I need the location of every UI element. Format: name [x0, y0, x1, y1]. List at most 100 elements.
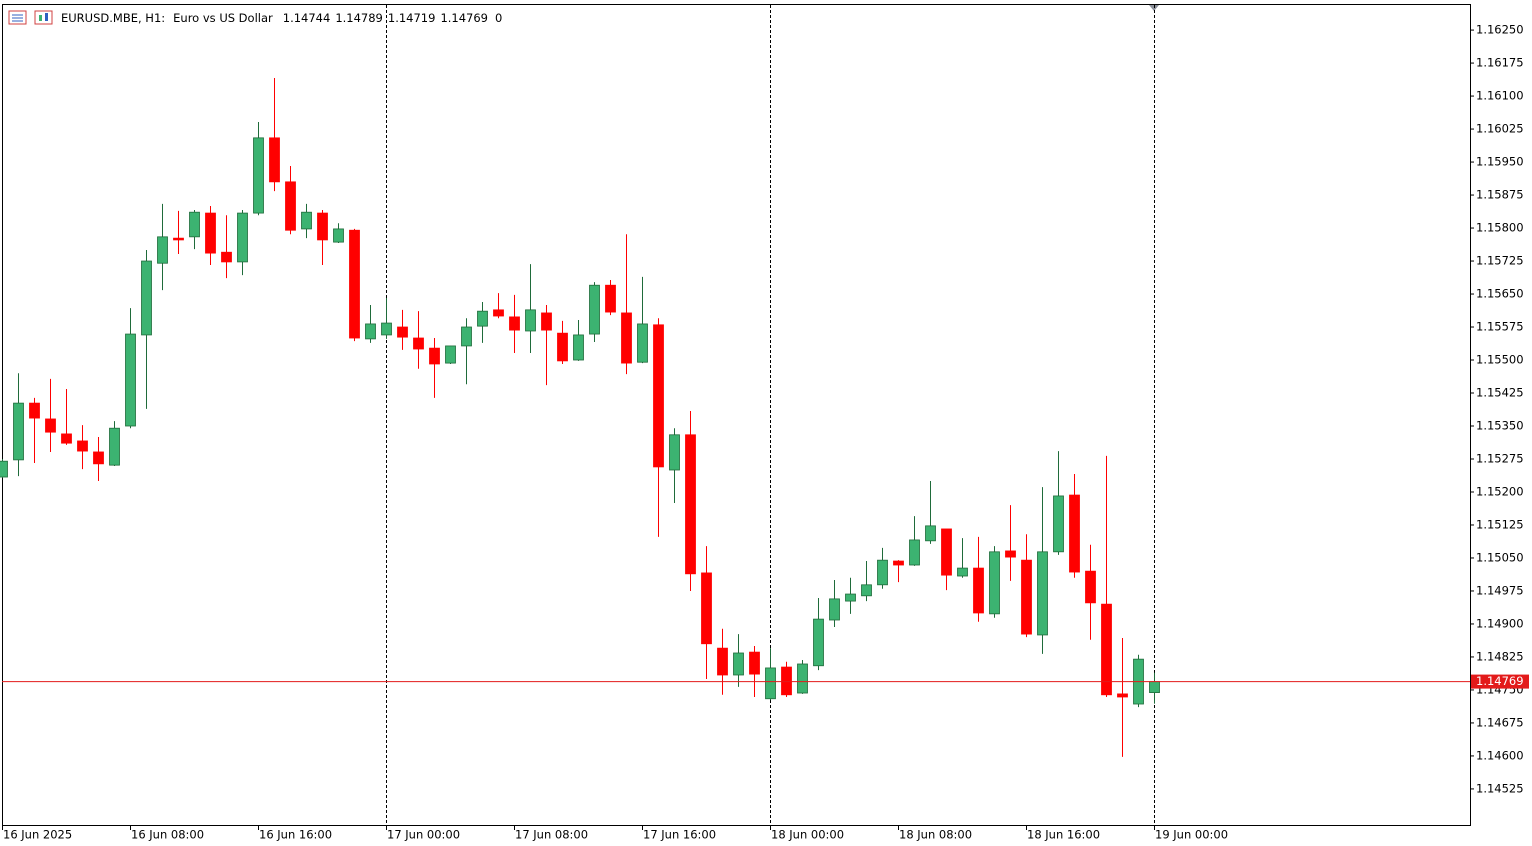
- candle-body-up: [301, 211, 312, 230]
- candle-body-up: [813, 618, 824, 667]
- x-tick-label: 16 Jun 2025: [3, 828, 72, 842]
- y-tick-label: 1.15425: [1476, 386, 1524, 400]
- candle-body-up: [109, 427, 120, 466]
- candle-body-up: [573, 334, 584, 361]
- candle-body-down: [205, 212, 216, 254]
- candle-body-down: [61, 433, 72, 444]
- candle-body-up: [237, 212, 248, 263]
- y-tick-label: 1.15275: [1476, 451, 1524, 465]
- candle-body-up: [1053, 495, 1064, 553]
- candle-body-down: [749, 651, 760, 675]
- candle-body-down: [653, 324, 664, 468]
- chart-header: EURUSD.MBE, H1: Euro vs US Dollar 1.14744 1…: [61, 11, 502, 25]
- candle-body-up: [0, 460, 8, 478]
- y-tick-label: 1.16025: [1476, 122, 1524, 136]
- x-tick-label: 19 Jun 00:00: [1155, 828, 1228, 842]
- candle-body-down: [29, 402, 40, 419]
- candle-body-down: [701, 572, 712, 645]
- candle-body-down: [317, 212, 328, 241]
- candle-body-down: [413, 337, 424, 350]
- candle-body-down: [1069, 494, 1080, 573]
- candle-body-down: [269, 137, 280, 183]
- toolbar-icons[interactable]: [8, 10, 53, 25]
- x-tick-label: 17 Jun 16:00: [643, 828, 716, 842]
- icon-bar: [45, 13, 48, 21]
- candle-body-up: [1037, 551, 1048, 636]
- candle-body-down: [429, 347, 440, 365]
- candle-body-down: [717, 647, 728, 676]
- candle-body-down: [77, 440, 88, 452]
- candle-body-up: [141, 260, 152, 336]
- candle-body-up: [845, 593, 856, 602]
- candle-body-down: [397, 326, 408, 338]
- candle-body-down: [1101, 603, 1112, 696]
- candle-body-down: [1085, 570, 1096, 604]
- icon-chart[interactable]: [34, 10, 53, 25]
- candle-body-down: [1005, 550, 1016, 558]
- price-label: 1.14769: [1476, 674, 1524, 688]
- price-label-box: [1471, 674, 1529, 689]
- candle-body-up: [733, 652, 744, 676]
- candle-body-up: [909, 539, 920, 566]
- candle-body-up: [1149, 681, 1160, 693]
- y-tick-label: 1.15125: [1476, 517, 1524, 531]
- candle-body-down: [605, 284, 616, 313]
- candle-body-up: [189, 211, 200, 238]
- candle-body-down: [973, 567, 984, 614]
- x-tick-label: 18 Jun 16:00: [1027, 828, 1100, 842]
- header-high: 1.14789: [335, 11, 383, 25]
- y-tick-label: 1.15650: [1476, 287, 1524, 301]
- y-tick-label: 1.16250: [1476, 23, 1524, 37]
- candle-body-down: [685, 434, 696, 575]
- y-tick-label: 1.14975: [1476, 583, 1524, 597]
- y-tick-label: 1.15725: [1476, 254, 1524, 268]
- candle-body-up: [589, 284, 600, 335]
- candle-body-down: [941, 528, 952, 576]
- y-tick-label: 1.16100: [1476, 89, 1524, 103]
- candle-body-up: [925, 525, 936, 542]
- candle-body-up: [333, 228, 344, 243]
- candle-body-up: [765, 667, 776, 700]
- candle-body-down: [93, 451, 104, 465]
- candle-body-up: [461, 326, 472, 347]
- y-tick-label: 1.14525: [1476, 781, 1524, 795]
- candle-body-up: [829, 598, 840, 621]
- x-tick-label: 17 Jun 00:00: [387, 828, 460, 842]
- x-tick-label: 16 Jun 16:00: [259, 828, 332, 842]
- description: Euro vs US Dollar: [173, 11, 273, 25]
- header-low: 1.14719: [388, 11, 436, 25]
- candle-body-down: [1021, 559, 1032, 635]
- candle-body-up: [669, 434, 680, 471]
- candle-body-down: [173, 237, 184, 241]
- y-tick-label: 1.15350: [1476, 418, 1524, 432]
- x-tick-label: 17 Jun 08:00: [515, 828, 588, 842]
- candle-body-up: [125, 333, 136, 427]
- y-tick-label: 1.15050: [1476, 550, 1524, 564]
- candle-body-down: [221, 251, 232, 263]
- plot-frame: [2, 4, 1471, 826]
- y-tick-label: 1.15500: [1476, 353, 1524, 367]
- y-tick-label: 1.14675: [1476, 715, 1524, 729]
- y-tick-label: 1.15875: [1476, 188, 1524, 202]
- candle-body-down: [1117, 693, 1128, 698]
- candle-body-up: [477, 310, 488, 327]
- candle-body-down: [893, 560, 904, 566]
- x-tick-label: 18 Jun 00:00: [771, 828, 844, 842]
- y-tick-label: 1.15950: [1476, 155, 1524, 169]
- candle-body-up: [957, 567, 968, 577]
- y-tick-label: 1.14900: [1476, 616, 1524, 630]
- candle-body-up: [525, 309, 536, 332]
- candle-body-up: [877, 559, 888, 586]
- x-tick-label: 16 Jun 08:00: [131, 828, 204, 842]
- candle-body-down: [621, 312, 632, 364]
- candle-body-down: [349, 229, 360, 339]
- header-open: 1.14744: [283, 11, 331, 25]
- candle-body-up: [445, 345, 456, 364]
- candle-body-down: [45, 418, 56, 433]
- candle-body-up: [157, 236, 168, 264]
- candle-body-up: [637, 323, 648, 363]
- y-tick-label: 1.15200: [1476, 484, 1524, 498]
- candle-body-down: [493, 309, 504, 317]
